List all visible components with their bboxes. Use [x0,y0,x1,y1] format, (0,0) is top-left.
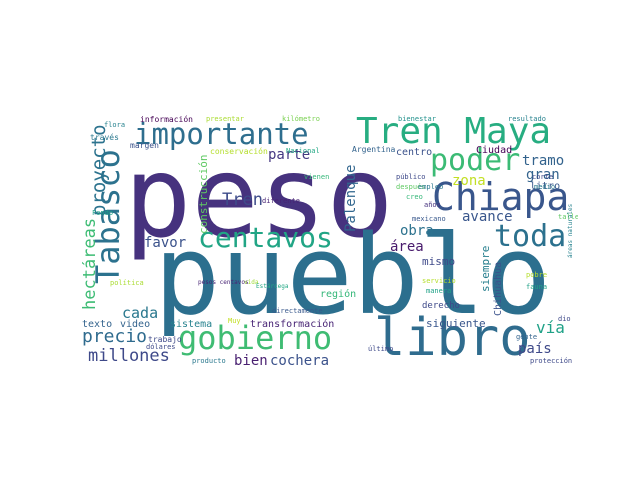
word-estarcega: Estárcega [256,283,289,290]
word-fauna: fauna [526,283,548,291]
word-corte: corte [532,173,554,181]
word-chihuahua: Chihuahua [493,261,504,316]
word-centro: centro [396,147,433,158]
word-argentina: Argentina [352,145,396,154]
word-gran: gran [526,167,560,183]
word-conservacion: conservación [210,147,268,156]
word-pueblo: pueblo [154,211,552,339]
word-sistema: sistema [170,319,213,330]
word-creo: creo [406,193,423,201]
word-bien: bien [234,353,268,369]
word-producto: producto [192,357,226,365]
word-vida: vida [244,279,259,286]
word-kilometro: kilómetro [282,115,320,123]
word-via: vía [536,318,565,337]
word-ciudad: Ciudad [476,145,513,156]
word-muy: Muy [228,317,241,325]
word-gente: gente [516,333,538,341]
word-video: video [120,319,151,330]
word-cloud: peso pueblo libro Tren Maya importante C… [82,112,578,370]
word-anos: años [424,201,441,209]
word-publico: público [396,173,426,181]
word-talleres: talleres [558,213,578,221]
word-derecho: derecho [422,301,460,311]
word-diferente: diferente [262,197,300,205]
word-directamente: directamente [272,307,323,315]
word-gobierno: gobierno [178,319,333,357]
word-peso: peso [124,133,394,263]
word-empleo: empleo [418,183,444,191]
word-mexicano: mexicano [412,215,446,223]
word-tren-maya: Tren Maya [356,112,552,152]
word-avance: avance [462,209,513,225]
word-politica: política [110,279,144,287]
word-parte: parte [268,147,311,163]
word-dio: dio [558,315,571,323]
word-siempre: siempre [479,245,492,292]
word-vienen: vienen [304,173,330,181]
word-dolares: dólares [146,343,176,351]
word-area: área [390,239,424,255]
word-nacional: Nacional [286,147,320,155]
word-centavos: centavos [198,221,333,254]
word-proteccion: protección [530,357,573,365]
word-poder: poder [430,143,521,178]
word-siguiente: siguiente [426,317,486,330]
word-bienestar: bienestar [398,115,436,123]
word-presentar: presentar [206,115,244,123]
word-traves: través [90,133,119,142]
word-precio: precio [82,326,148,347]
word-pobre: pobre [526,271,548,279]
word-toda: toda [494,219,567,254]
word-trabajo: trabajo [148,335,182,344]
word-litro: litro [530,181,561,192]
word-resultado: resultado [508,115,546,123]
word-manera: manera [426,287,452,295]
word-palenque: Palenque [343,164,359,232]
word-importante: importante [134,117,309,151]
word-libro: libro [374,308,531,368]
word-despues: después [396,183,426,191]
word-flora: flora [104,121,126,129]
word-informacion: información [140,115,193,124]
word-tren: Tren [222,190,263,210]
word-pesos-centavos: pesos centavos [198,279,249,286]
word-ultimo: último [368,345,394,353]
word-pais: país [518,341,552,357]
word-cada: cada [122,304,159,322]
word-millones: millones [88,346,170,366]
word-medio: medio [534,183,556,191]
word-tramo: tramo [522,153,565,169]
word-servicio: servicio [422,277,456,285]
word-transformacion: transformación [250,319,335,330]
word-favor: favor [144,235,187,251]
word-obra: obra [400,223,434,239]
word-fondo: Fondo [92,209,114,217]
word-cochera: cochera [270,353,330,369]
word-margen: margen [130,141,159,150]
word-region: región [320,289,357,300]
word-hectareas: hectáreas [82,217,100,310]
word-construccion: construcción [197,154,210,234]
word-areas-naturales: áreas naturales [567,203,574,258]
word-chiapa: Chiapa [432,175,570,219]
word-texto: texto [82,319,113,330]
word-mismo: mismo [422,255,456,268]
word-zona: zona [452,173,486,189]
